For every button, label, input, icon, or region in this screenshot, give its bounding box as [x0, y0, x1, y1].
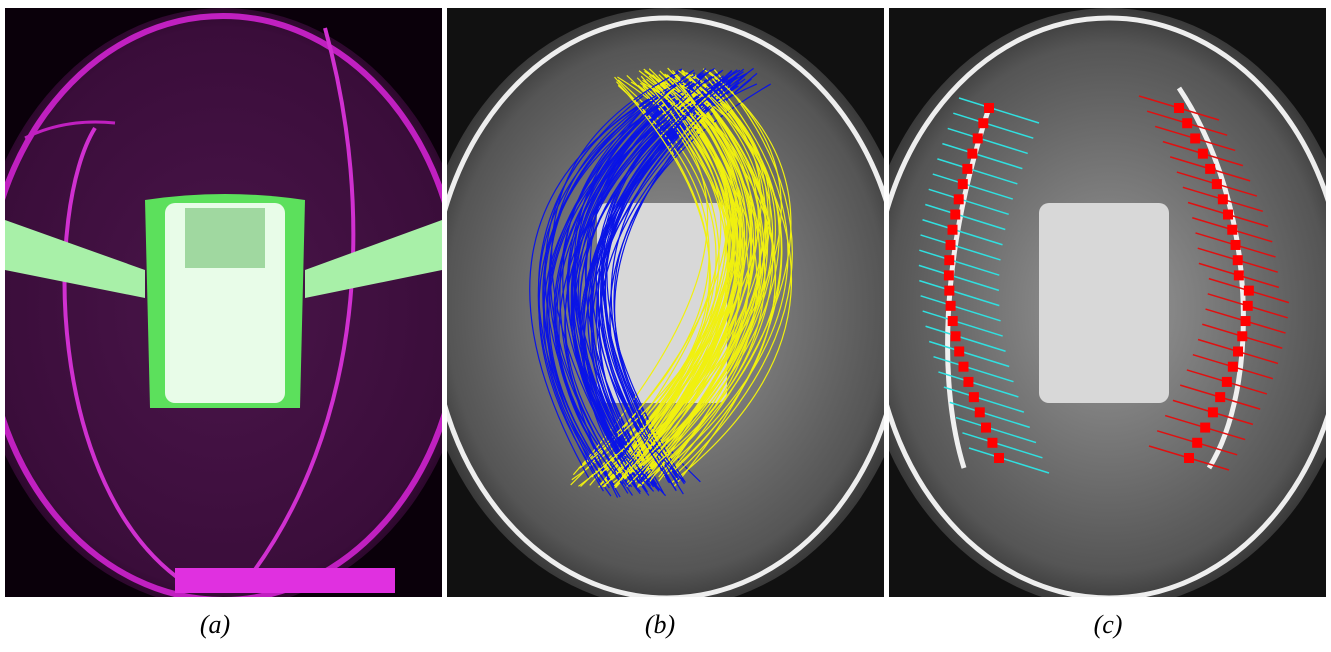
caption: (c)	[1094, 610, 1123, 639]
point	[975, 407, 985, 417]
point	[978, 118, 988, 128]
point	[1234, 270, 1244, 280]
point	[1233, 255, 1243, 265]
point	[1228, 362, 1238, 372]
point	[1233, 346, 1243, 356]
point	[1192, 438, 1202, 448]
point	[1190, 133, 1200, 143]
point	[1184, 453, 1194, 463]
point	[954, 194, 964, 204]
point	[1227, 225, 1237, 235]
point	[1174, 103, 1184, 113]
point	[1205, 164, 1215, 174]
point	[963, 377, 973, 387]
caption: (a)	[200, 610, 230, 639]
point	[1208, 407, 1218, 417]
point	[1223, 210, 1233, 220]
point	[1212, 179, 1222, 189]
panel-b-image	[417, 8, 917, 608]
point	[1200, 423, 1210, 433]
point	[950, 210, 960, 220]
point	[946, 301, 956, 311]
point	[962, 164, 972, 174]
point	[1244, 286, 1254, 296]
point	[994, 453, 1004, 463]
point	[958, 179, 968, 189]
point	[944, 255, 954, 265]
point	[1215, 392, 1225, 402]
point	[954, 346, 964, 356]
point	[1231, 240, 1241, 250]
point	[981, 423, 991, 433]
point	[944, 270, 954, 280]
point	[1243, 301, 1253, 311]
point	[1222, 377, 1232, 387]
point	[969, 392, 979, 402]
caption: (b)	[645, 610, 675, 639]
point	[984, 103, 994, 113]
point	[1182, 118, 1192, 128]
panel-a-image	[0, 8, 473, 608]
point	[1198, 149, 1208, 159]
point	[948, 316, 958, 326]
point	[987, 438, 997, 448]
figure: (a) (b) (c)	[0, 0, 1331, 652]
point	[959, 362, 969, 372]
point	[1237, 331, 1247, 341]
point	[948, 225, 958, 235]
panel-c-image	[859, 8, 1331, 608]
point	[1241, 316, 1251, 326]
point	[973, 133, 983, 143]
point	[1218, 194, 1228, 204]
point	[944, 286, 954, 296]
point	[967, 149, 977, 159]
point	[951, 331, 961, 341]
point	[946, 240, 956, 250]
